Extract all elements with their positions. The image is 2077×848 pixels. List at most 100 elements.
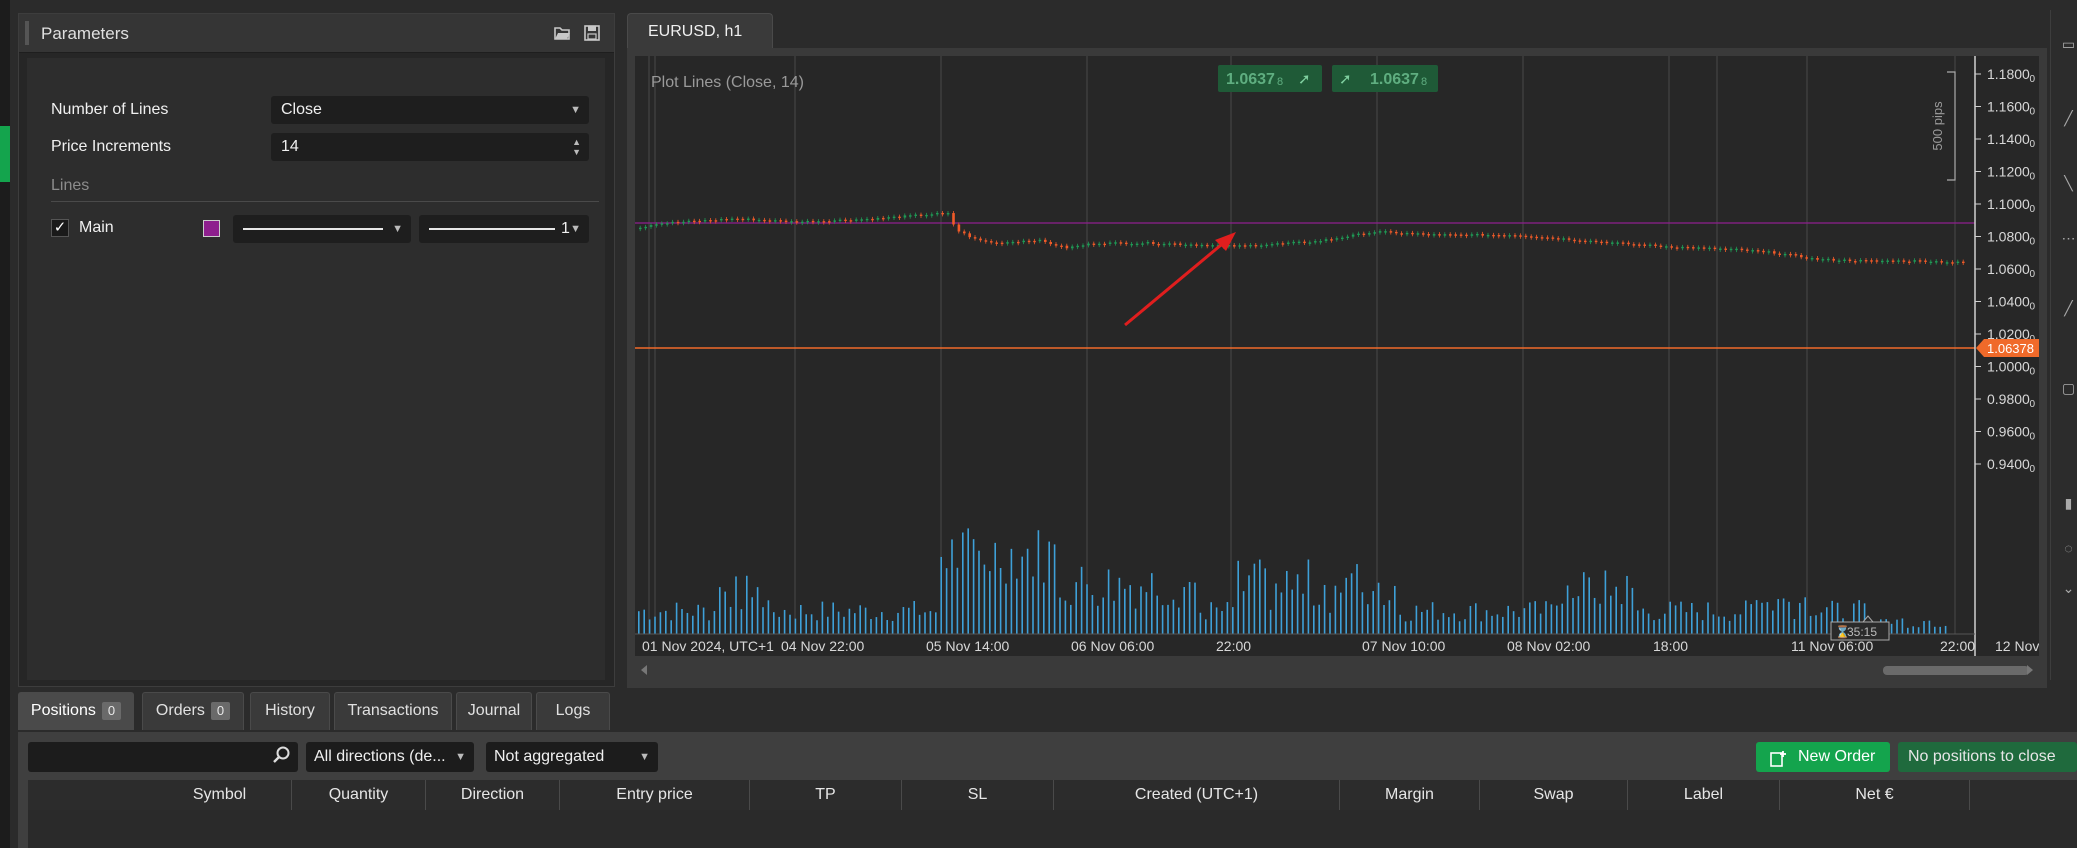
volume-bar [1323,584,1326,634]
open-folder-icon[interactable] [553,24,571,42]
col-swap[interactable]: Swap [1480,780,1628,810]
tab-transactions[interactable]: Transactions [334,692,452,730]
candle-body [1740,248,1744,251]
candle-body [995,242,998,244]
candle-body [811,220,815,223]
volume-bar [1070,604,1072,634]
volume-bar [1183,587,1185,634]
buy-quick-button[interactable]: ➚ 1.0637 8 [1332,65,1438,92]
col-sl[interactable]: SL [902,780,1054,810]
col-label[interactable]: Label [1628,780,1780,810]
candle-body [1692,247,1695,249]
positions-count-badge: 0 [101,702,122,720]
volume-bar [1890,623,1893,634]
col-quantity[interactable]: Quantity [292,780,426,810]
scroll-right-icon[interactable] [2027,665,2033,675]
settings-icon[interactable]: ◌ [2064,540,2073,556]
volume-bar [783,609,786,634]
volume-bar [913,600,915,634]
volume-bar [816,620,818,634]
candle-body [1713,247,1717,250]
col-margin[interactable]: Margin [1340,780,1480,810]
candle-body [698,220,701,223]
volume-bar [854,613,856,634]
candle-body [687,220,691,223]
volume-bar [1437,619,1439,634]
candle-body [1389,231,1393,233]
tool-icon[interactable]: ▭ [2061,36,2076,52]
col-entry-price[interactable]: Entry price [560,780,750,810]
volume-bar [675,602,678,634]
price-chart[interactable]: 1.1800 01.1600 01.1400 01.1200 01.1000 01.080… [635,56,2039,686]
crosshair-icon[interactable]: ╱ [2064,110,2073,126]
price-increments-input[interactable]: 14 ▲ ▼ [271,133,589,161]
volume-bar [1383,605,1385,634]
col-direction[interactable]: Direction [426,780,560,810]
main-checkbox[interactable]: ✓ [51,219,69,237]
volume-bar [654,616,656,634]
direction-filter-select[interactable]: All directions (de... ▼ [306,742,474,772]
search-input[interactable] [28,742,298,772]
volume-bar [729,606,732,634]
candle-body [1411,232,1414,235]
aggregation-filter-select[interactable]: Not aggregated ▼ [486,742,658,772]
new-order-label: New Order [1798,748,1876,765]
tab-logs[interactable]: Logs [536,692,610,730]
volume-bar [1086,584,1088,634]
candle-body [703,220,707,222]
save-icon[interactable] [583,24,601,42]
line-icon[interactable]: ╲ [2064,175,2073,191]
volume-bar [1496,614,1499,634]
candle-body [1756,250,1760,252]
candle-body [1071,246,1074,249]
text-icon[interactable]: ╱ [2064,300,2073,316]
col-symbol[interactable]: Symbol [148,780,292,810]
volume-bar [827,616,829,634]
candle-body [1881,260,1884,263]
volume-bar [1944,625,1947,634]
volume-bar [1129,585,1131,634]
shapes-icon[interactable]: ▢ [2061,380,2076,396]
col-tp[interactable]: TP [750,780,902,810]
candle-body [1854,261,1857,263]
new-order-button[interactable]: New Order [1756,742,1890,772]
tab-positions[interactable]: Positions 0 [18,692,134,730]
chart-tab-eurusd[interactable]: EURUSD, h1 [627,13,773,49]
scroll-left-icon[interactable] [641,665,647,675]
chevron-down-icon: ▼ [392,223,403,235]
col-created[interactable]: Created (UTC+1) [1054,780,1340,810]
trend-arrow-annotation[interactable] [1124,232,1236,327]
line-thickness-select[interactable]: 1 ▼ [419,215,589,243]
volume-bar [1815,615,1817,634]
search-icon[interactable] [272,745,292,770]
x-tick-label: 22:00 [1940,638,1975,654]
volume-bar [1696,612,1698,634]
candle-body [1033,240,1036,243]
volume-bar [1124,588,1126,634]
tab-orders[interactable]: Orders 0 [142,692,244,730]
horizontal-scrollbar[interactable] [1883,666,2029,675]
tab-history[interactable]: History [250,692,330,730]
template-icon[interactable]: ▮ [2064,495,2073,511]
x-tick-label: 11 Nov 06:00 [1791,638,1873,654]
x-tick-label: 18:00 [1653,638,1688,654]
volume-bar [1194,582,1196,634]
candle-body [1152,242,1155,244]
more-icon[interactable]: ⌄ [2062,580,2075,596]
col-net[interactable]: Net € [1780,780,1970,810]
volume-bar [832,602,834,634]
line-style-select[interactable]: ▼ [233,215,411,243]
candle-body [1346,236,1349,239]
sell-quick-button[interactable]: 1.0637 8 ➚ [1218,65,1322,92]
volume-bar [1502,616,1504,634]
volume-bar [1421,611,1423,634]
candle-body [1292,241,1295,244]
pattern-icon[interactable]: ⋯ [2061,230,2076,246]
number-of-lines-select[interactable]: Close ▼ [271,96,589,124]
main-color-swatch[interactable] [203,220,220,237]
tab-journal[interactable]: Journal [456,692,532,730]
volume-bar [686,612,689,634]
drag-grip[interactable] [25,21,29,45]
stepper-icon[interactable]: ▲ ▼ [572,137,581,157]
close-all-positions-button[interactable]: No positions to close [1898,742,2077,772]
